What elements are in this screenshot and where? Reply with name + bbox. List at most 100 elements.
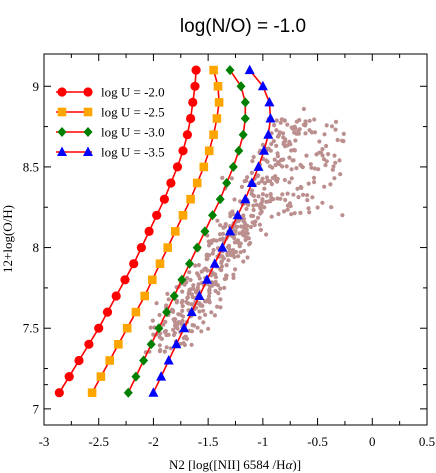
- scatter-point: [236, 254, 241, 259]
- scatter-point: [248, 224, 253, 230]
- scatter-point: [201, 308, 206, 313]
- x-tick-label: 0.5: [419, 434, 435, 449]
- scatter-point: [197, 315, 202, 320]
- series-marker-3: [263, 129, 274, 139]
- scatter-point: [212, 313, 217, 318]
- scatter-point: [240, 229, 245, 234]
- scatter-point: [326, 152, 331, 157]
- scatter-point: [259, 202, 264, 207]
- scatter-point: [307, 118, 312, 123]
- scatter-point: [221, 231, 226, 236]
- series-marker-2: [236, 81, 246, 92]
- scatter-point: [272, 157, 277, 162]
- series-marker-2: [177, 274, 187, 285]
- scatter-point: [187, 270, 192, 275]
- scatter-point: [221, 225, 226, 230]
- legend-marker: [57, 107, 67, 117]
- scatter-point: [238, 241, 243, 246]
- x-axis-label: N2 [log([NII] 6584 /Hα)]: [169, 457, 301, 472]
- legend-marker: [83, 87, 93, 97]
- scatter-point: [258, 227, 263, 232]
- scatter-point: [184, 299, 189, 305]
- scatter-point: [274, 143, 279, 148]
- scatter-point: [303, 119, 308, 124]
- scatter-point: [246, 202, 251, 207]
- legend-marker: [83, 107, 93, 117]
- scatter-point: [340, 138, 345, 143]
- scatter-point: [157, 312, 162, 318]
- scatter-point: [242, 248, 247, 254]
- scatter-point: [180, 289, 185, 294]
- series-marker-1: [213, 82, 223, 91]
- scatter-point: [285, 203, 290, 208]
- series-marker-0: [74, 355, 84, 366]
- scatter-point: [256, 194, 261, 199]
- series-marker-3: [186, 306, 197, 317]
- scatter-point: [320, 147, 325, 152]
- scatter-point: [312, 166, 317, 171]
- scatter-point: [264, 193, 269, 198]
- scatter-point: [282, 209, 287, 214]
- legend-label: log U = -2.0: [101, 85, 165, 100]
- series-marker-3: [194, 290, 205, 300]
- legend-marker: [57, 87, 67, 97]
- scatter-point: [259, 209, 264, 214]
- scatter-point: [229, 176, 234, 181]
- scatter-point: [154, 301, 159, 306]
- scatter-point: [281, 142, 286, 147]
- series-marker-2: [225, 65, 235, 76]
- series-marker-0: [136, 243, 146, 253]
- series-marker-0: [111, 291, 121, 301]
- scatter-point: [201, 320, 206, 325]
- scatter-point: [190, 295, 195, 300]
- series-marker-1: [199, 162, 209, 172]
- scatter-point: [232, 197, 237, 202]
- scatter-point: [249, 170, 254, 175]
- y-tick-label: 9: [33, 79, 40, 94]
- series-marker-2: [192, 242, 202, 253]
- scatter-point: [218, 305, 223, 310]
- scatter-point: [231, 272, 236, 277]
- scatter-point: [292, 148, 297, 153]
- series-marker-0: [190, 81, 200, 91]
- scatter-point: [285, 191, 290, 196]
- series-marker-3: [148, 387, 159, 397]
- scatter-point: [185, 295, 190, 301]
- series-marker-2: [200, 226, 210, 237]
- x-tick-label: -2.5: [88, 434, 109, 449]
- series-marker-0: [152, 210, 162, 220]
- scatter-point: [291, 192, 296, 197]
- series-marker-0: [64, 372, 74, 382]
- scatter-point: [280, 164, 285, 169]
- scatter-point: [215, 218, 220, 223]
- scatter-point: [289, 212, 294, 217]
- scatter-point: [196, 263, 201, 268]
- series-marker-0: [186, 113, 196, 124]
- scatter-point: [249, 188, 255, 193]
- scatter-point: [312, 180, 317, 185]
- scatter-point: [189, 342, 194, 347]
- scatter-point: [294, 166, 299, 171]
- scatter-point: [259, 179, 264, 184]
- scatter-point: [274, 128, 279, 133]
- chart-title: log(N/O) = -1.0: [180, 16, 306, 37]
- scatter-point: [324, 159, 329, 164]
- scatter-point: [322, 132, 327, 137]
- scatter-point: [300, 192, 306, 197]
- series-marker-1: [209, 130, 218, 139]
- scatter-point: [163, 319, 168, 324]
- scatter-point: [176, 312, 181, 317]
- scatter-point: [166, 297, 171, 302]
- scatter-point: [165, 291, 170, 296]
- scatter-point: [332, 153, 337, 158]
- scatter-point: [264, 232, 269, 237]
- scatter-point: [275, 196, 280, 201]
- scatter-point: [333, 160, 338, 165]
- series-marker-0: [102, 307, 113, 317]
- series-marker-2: [139, 355, 149, 366]
- scatter-point: [171, 327, 176, 332]
- scatter-point: [268, 192, 273, 197]
- series-marker-0: [129, 259, 139, 269]
- scatter-point: [180, 298, 185, 303]
